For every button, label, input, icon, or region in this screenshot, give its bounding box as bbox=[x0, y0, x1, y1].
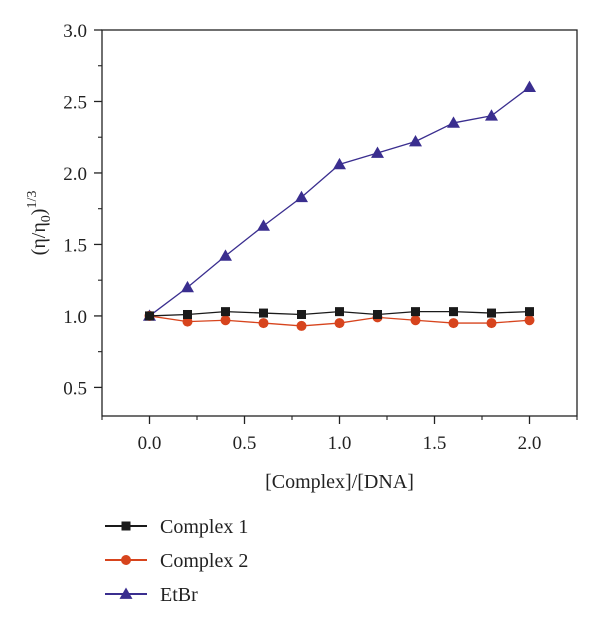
data-point-etbr bbox=[257, 219, 270, 231]
x-tick-label: 0.0 bbox=[138, 433, 162, 454]
plot-frame bbox=[101, 29, 578, 417]
data-point-complex-1 bbox=[335, 307, 344, 317]
data-point-complex-2 bbox=[524, 315, 535, 326]
y-axis-title-close: ) bbox=[28, 209, 50, 216]
data-point-complex-2 bbox=[486, 318, 497, 329]
y-axis-title: (η/η0)1/3 bbox=[25, 191, 54, 256]
data-point-complex-2 bbox=[448, 318, 459, 329]
data-point-etbr bbox=[485, 109, 498, 121]
y-tick-label: 2.0 bbox=[63, 164, 87, 185]
legend-marker bbox=[121, 521, 131, 531]
data-point-complex-1 bbox=[145, 311, 154, 321]
data-point-complex-2 bbox=[258, 318, 269, 329]
data-point-complex-1 bbox=[373, 309, 382, 319]
legend-item-etbr: EtBr bbox=[105, 584, 198, 606]
x-tick-label: 1.0 bbox=[328, 433, 352, 454]
data-point-complex-1 bbox=[221, 307, 230, 317]
series-etbr bbox=[143, 80, 536, 321]
x-axis: 0.0 0.5 1.0 1.5 2.0 bbox=[101, 416, 578, 454]
data-point-etbr bbox=[219, 249, 232, 261]
series-layer bbox=[143, 80, 536, 331]
legend-marker bbox=[121, 555, 131, 565]
legend-label: Complex 2 bbox=[160, 550, 248, 572]
y-axis-title-main: (η/η bbox=[28, 222, 50, 255]
plot-border bbox=[101, 29, 578, 417]
legend: Complex 1 Complex 2 EtBr bbox=[105, 516, 248, 606]
data-point-etbr bbox=[371, 146, 384, 158]
legend-item-complex-2: Complex 2 bbox=[105, 550, 248, 572]
data-point-complex-1 bbox=[411, 307, 420, 317]
data-point-complex-2 bbox=[182, 316, 193, 327]
data-point-complex-1 bbox=[525, 307, 534, 317]
y-tick-label: 1.0 bbox=[63, 307, 87, 328]
data-point-complex-2 bbox=[220, 315, 231, 326]
data-point-complex-1 bbox=[297, 309, 306, 319]
series-complex-1 bbox=[145, 307, 534, 321]
data-point-complex-2 bbox=[296, 320, 307, 331]
x-tick-label: 2.0 bbox=[518, 433, 542, 454]
legend-label: Complex 1 bbox=[160, 516, 248, 538]
x-axis-title: [Complex]/[DNA] bbox=[265, 471, 414, 493]
y-axis-title-sub: 0 bbox=[39, 215, 54, 222]
x-tick-label: 0.5 bbox=[233, 433, 257, 454]
series-line-etbr bbox=[149, 86, 530, 317]
data-point-complex-2 bbox=[410, 315, 421, 326]
y-tick-label: 0.5 bbox=[63, 378, 87, 399]
data-point-complex-2 bbox=[334, 318, 345, 329]
y-tick-label: 3.0 bbox=[63, 21, 87, 42]
legend-label: EtBr bbox=[160, 584, 198, 606]
data-point-etbr bbox=[409, 135, 422, 147]
legend-item-complex-1: Complex 1 bbox=[105, 516, 248, 538]
data-point-etbr bbox=[333, 157, 346, 170]
data-point-complex-1 bbox=[183, 309, 192, 319]
data-point-complex-1 bbox=[449, 307, 458, 317]
data-point-etbr bbox=[295, 190, 308, 203]
data-point-etbr bbox=[181, 280, 194, 293]
x-tick-label: 1.5 bbox=[423, 433, 447, 454]
y-axis-title-sup: 1/3 bbox=[25, 191, 40, 209]
data-point-etbr bbox=[523, 80, 536, 93]
data-point-complex-1 bbox=[487, 308, 496, 318]
y-tick-label: 2.5 bbox=[63, 92, 87, 113]
data-point-etbr bbox=[447, 116, 460, 128]
legend-marker bbox=[119, 587, 133, 599]
y-axis: 0.5 1.0 1.5 2.0 2.5 3.0 bbox=[63, 21, 102, 399]
y-tick-label: 1.5 bbox=[63, 235, 87, 256]
data-point-complex-1 bbox=[259, 308, 268, 318]
